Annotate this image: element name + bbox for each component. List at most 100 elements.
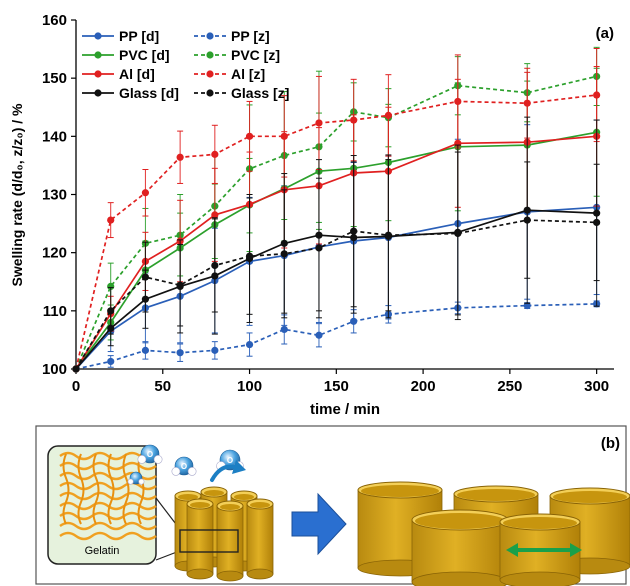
data-point bbox=[350, 317, 358, 325]
gelatin-fiber bbox=[59, 521, 157, 531]
data-point bbox=[384, 231, 392, 239]
water-uptake-arrowhead bbox=[232, 460, 246, 474]
legend-marker bbox=[206, 51, 214, 59]
gelatin-fiber bbox=[59, 531, 157, 541]
x-axis-label: time / min bbox=[310, 401, 380, 418]
data-point bbox=[454, 97, 462, 106]
dry-cylinder bbox=[216, 500, 244, 582]
water-molecule-icon bbox=[127, 471, 145, 485]
legend-item: Glass [z] bbox=[194, 85, 289, 101]
cylinder-opening bbox=[190, 502, 210, 508]
dry-cylinder bbox=[246, 498, 274, 580]
legend-label: PVC [d] bbox=[119, 47, 170, 63]
series-al-d bbox=[72, 66, 601, 373]
legend-label: Al [d] bbox=[119, 66, 155, 82]
y-tick-label: 100 bbox=[42, 361, 67, 378]
data-point bbox=[350, 227, 358, 235]
swelling-arrow-icon bbox=[506, 543, 582, 557]
gelatin-fiber bbox=[122, 453, 130, 525]
legend-item: PVC [z] bbox=[194, 47, 280, 63]
data-point bbox=[315, 244, 323, 252]
hydrogen-atom bbox=[153, 455, 163, 464]
data-point bbox=[350, 116, 358, 124]
data-point bbox=[280, 250, 288, 258]
data-point bbox=[280, 325, 288, 334]
legend-item: PP [z] bbox=[194, 28, 270, 44]
gelatin-fiber bbox=[107, 453, 115, 525]
legend-marker bbox=[94, 70, 102, 78]
gelatin-fiber bbox=[137, 453, 145, 525]
cylinder-opening bbox=[415, 513, 505, 529]
data-point bbox=[211, 150, 219, 158]
swollen-cylinder bbox=[411, 509, 509, 586]
series-line bbox=[75, 219, 597, 370]
gelatin-fibers-icon bbox=[59, 451, 157, 541]
gelatin-fiber bbox=[62, 453, 70, 525]
data-point bbox=[315, 119, 323, 127]
legend-label: PP [z] bbox=[231, 28, 270, 44]
data-point bbox=[454, 229, 462, 238]
hydrogen-atom bbox=[137, 455, 147, 464]
series-glass-z bbox=[72, 151, 601, 373]
gelatin-fiber bbox=[59, 491, 157, 501]
data-point bbox=[141, 273, 150, 281]
data-point bbox=[107, 357, 115, 366]
y-tick-label: 120 bbox=[42, 245, 67, 262]
legend-marker bbox=[206, 70, 214, 78]
chart-series bbox=[72, 46, 601, 373]
y-tick-label: 150 bbox=[42, 70, 67, 87]
hydrogen-atom bbox=[138, 478, 145, 485]
data-point bbox=[593, 218, 601, 227]
oxygen-symbol: O bbox=[227, 456, 233, 465]
series-line bbox=[75, 303, 597, 370]
cylinder-opening bbox=[234, 494, 254, 500]
hydrogen-atom bbox=[187, 467, 197, 476]
oxygen-symbol: O bbox=[181, 462, 187, 471]
gelatin-fiber bbox=[59, 481, 157, 491]
gelatin-fiber bbox=[92, 453, 100, 525]
panel-label-b: (b) bbox=[601, 435, 620, 452]
legend-item: Al [z] bbox=[194, 66, 265, 82]
cylinder-opening bbox=[178, 494, 198, 500]
legend-marker bbox=[206, 89, 214, 97]
y-tick-label: 110 bbox=[43, 303, 67, 320]
legend-label: Al [z] bbox=[231, 66, 265, 82]
gelatin-fiber bbox=[77, 453, 85, 525]
cylinder-base bbox=[246, 568, 274, 580]
cylinder-body bbox=[216, 505, 244, 577]
cylinder-opening bbox=[361, 485, 439, 497]
series-line bbox=[75, 135, 597, 370]
legend-label: Glass [z] bbox=[231, 85, 289, 101]
series-line bbox=[75, 75, 597, 370]
data-point bbox=[141, 346, 150, 354]
dry-cylinder bbox=[186, 498, 214, 580]
legend-label: PP [d] bbox=[119, 28, 159, 44]
x-tick-label: 0 bbox=[72, 378, 80, 395]
cylinder-opening bbox=[204, 490, 224, 496]
legend-item: Al [d] bbox=[82, 66, 155, 82]
cylinder-opening bbox=[457, 489, 535, 501]
cylinder-body bbox=[246, 503, 274, 575]
oxygen-symbol: O bbox=[147, 450, 153, 459]
cylinder-body bbox=[186, 503, 214, 575]
panel-label-a: (a) bbox=[596, 25, 614, 42]
process-arrow-icon bbox=[291, 492, 347, 556]
legend-marker bbox=[94, 32, 102, 40]
x-tick-label: 200 bbox=[411, 378, 436, 395]
cylinder-base bbox=[499, 571, 581, 586]
y-axis-label: Swelling rate (d/d₀, z/z₀) / % bbox=[9, 103, 25, 287]
cylinder-base bbox=[216, 570, 244, 582]
data-point bbox=[72, 365, 80, 373]
series-line bbox=[75, 206, 597, 370]
data-point bbox=[107, 216, 115, 224]
data-point bbox=[211, 346, 219, 354]
gelatin-label: Gelatin bbox=[85, 545, 120, 557]
legend-marker bbox=[206, 32, 214, 40]
cylinder-base bbox=[186, 568, 214, 580]
data-point bbox=[523, 99, 531, 107]
legend-item: PVC [d] bbox=[82, 47, 170, 63]
data-point bbox=[523, 216, 531, 224]
data-point bbox=[176, 281, 184, 289]
data-point bbox=[141, 189, 150, 197]
legend-label: PVC [z] bbox=[231, 47, 280, 63]
